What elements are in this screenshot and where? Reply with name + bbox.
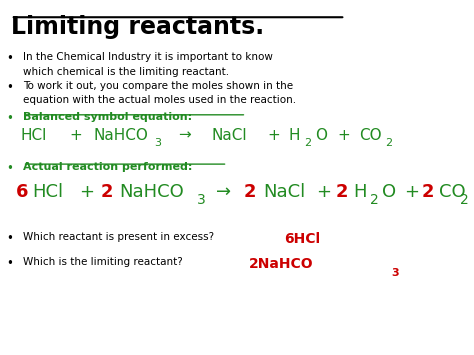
Text: •: • bbox=[6, 232, 13, 245]
Text: HCl: HCl bbox=[32, 182, 63, 201]
Text: 2: 2 bbox=[370, 193, 379, 207]
Text: +: + bbox=[267, 128, 280, 143]
Text: To work it out, you compare the moles shown in the: To work it out, you compare the moles sh… bbox=[23, 81, 293, 91]
Text: Which is the limiting reactant?: Which is the limiting reactant? bbox=[23, 257, 182, 267]
Text: NaCl: NaCl bbox=[211, 128, 246, 143]
Text: NaHCO: NaHCO bbox=[119, 182, 184, 201]
Text: •: • bbox=[6, 81, 13, 94]
Text: H: H bbox=[354, 182, 367, 201]
Text: CO: CO bbox=[438, 182, 465, 201]
Text: 2: 2 bbox=[100, 182, 113, 201]
Text: +: + bbox=[316, 182, 331, 201]
Text: 2: 2 bbox=[422, 182, 435, 201]
Text: 6: 6 bbox=[16, 182, 28, 201]
Text: Balanced symbol equation:: Balanced symbol equation: bbox=[23, 112, 191, 122]
Text: HCl: HCl bbox=[20, 128, 46, 143]
Text: In the Chemical Industry it is important to know: In the Chemical Industry it is important… bbox=[23, 53, 273, 62]
Text: Which reactant is present in excess?: Which reactant is present in excess? bbox=[23, 232, 214, 242]
Text: equation with the actual moles used in the reaction.: equation with the actual moles used in t… bbox=[23, 95, 296, 105]
Text: 2: 2 bbox=[336, 182, 348, 201]
Text: 3: 3 bbox=[197, 193, 206, 207]
Text: 2: 2 bbox=[385, 138, 392, 148]
Text: NaHCO: NaHCO bbox=[93, 128, 148, 143]
Text: H: H bbox=[289, 128, 300, 143]
Text: +: + bbox=[79, 182, 94, 201]
Text: →: → bbox=[178, 128, 191, 143]
Text: 2: 2 bbox=[244, 182, 256, 201]
Text: +: + bbox=[337, 128, 350, 143]
Text: Limiting reactants.: Limiting reactants. bbox=[11, 16, 264, 39]
Text: which chemical is the limiting reactant.: which chemical is the limiting reactant. bbox=[23, 66, 229, 77]
Text: +: + bbox=[70, 128, 82, 143]
Text: •: • bbox=[6, 112, 13, 125]
Text: NaCl: NaCl bbox=[263, 182, 305, 201]
Text: →: → bbox=[216, 182, 231, 201]
Text: •: • bbox=[6, 162, 13, 175]
Text: •: • bbox=[6, 53, 13, 65]
Text: 3: 3 bbox=[392, 268, 399, 278]
Text: 3: 3 bbox=[155, 138, 162, 148]
Text: 2: 2 bbox=[304, 138, 311, 148]
Text: CO: CO bbox=[359, 128, 382, 143]
Text: 6HCl: 6HCl bbox=[284, 232, 320, 246]
Text: •: • bbox=[6, 257, 13, 270]
Text: O: O bbox=[382, 182, 396, 201]
Text: +: + bbox=[404, 182, 419, 201]
Text: Actual reaction performed:: Actual reaction performed: bbox=[23, 162, 192, 172]
Text: 2NaHCO: 2NaHCO bbox=[249, 257, 313, 271]
Text: O: O bbox=[315, 128, 327, 143]
Text: 2: 2 bbox=[460, 193, 469, 207]
